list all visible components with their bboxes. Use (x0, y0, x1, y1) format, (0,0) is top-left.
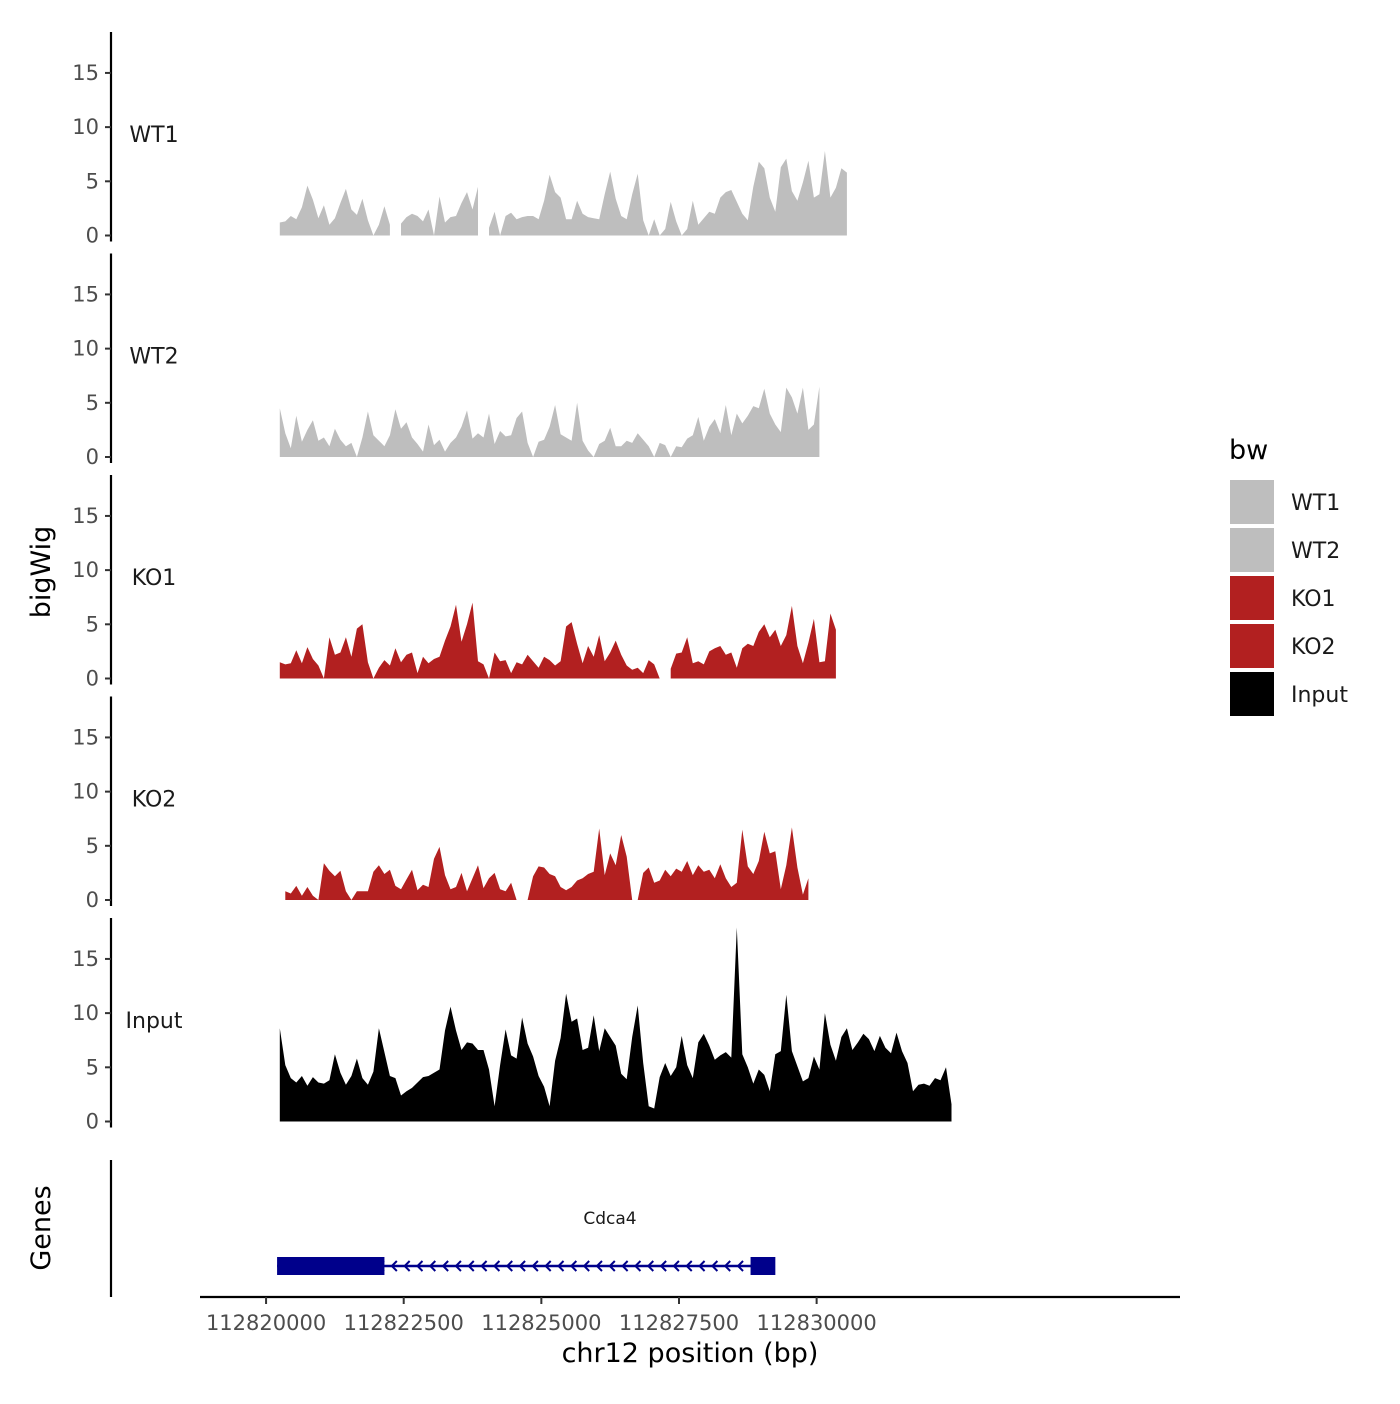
y-tick-label: 5 (86, 834, 99, 858)
legend-key-ko1 (1230, 576, 1274, 620)
y-tick-label: 5 (86, 1055, 99, 1079)
strand-chevron (428, 1260, 437, 1272)
legend-label-wt2: WT2 (1291, 539, 1340, 564)
strand-chevron (403, 1260, 411, 1272)
coverage-area-wt1 (279, 185, 390, 236)
strand-chevron (441, 1260, 449, 1272)
track-input: 0 5 10 15 Input (72, 918, 952, 1134)
legend-key-wt2 (1230, 528, 1274, 572)
legend-label-ko2: KO2 (1291, 635, 1336, 660)
coverage-area-ko2 (285, 846, 517, 900)
x-tick-label: 112830000 (757, 1311, 877, 1335)
coverage-area-input (279, 927, 952, 1122)
strand-chevron (557, 1260, 565, 1272)
track-ko1: 0 5 10 15 KO1 (72, 475, 836, 691)
track-label-ko1: KO1 (132, 566, 177, 591)
legend-key-wt1 (1230, 480, 1274, 524)
legend-key-input (1230, 672, 1274, 716)
track-wt1: 0 5 10 15 WT1 (72, 32, 847, 248)
genes-layer: Cdca4 (109, 1160, 776, 1297)
y-tick-label: 5 (86, 612, 99, 636)
track-label-wt2: WT2 (129, 345, 178, 370)
coverage-area-wt1 (401, 186, 478, 236)
track-label-input: Input (126, 1009, 183, 1034)
x-tick-label: 112825000 (481, 1311, 601, 1335)
coverage-area-wt2 (279, 386, 820, 457)
strand-chevron (390, 1260, 398, 1272)
gene-label: Cdca4 (583, 1209, 636, 1229)
coverage-area-ko1 (279, 602, 660, 679)
track-wt2: 0 5 10 15 WT2 (72, 253, 820, 469)
legend-label-wt1: WT1 (1291, 491, 1340, 516)
strand-chevron (505, 1260, 513, 1272)
strand-chevron (736, 1260, 744, 1272)
strand-chevron (723, 1260, 731, 1272)
x-tick-label: 112822500 (344, 1311, 464, 1335)
tracks-layer: 0 5 10 15 WT1 0 5 10 15 WT2 0 5 10 15 KO1 0 5 10 15 KO2 0 5 10… (72, 32, 952, 1134)
strand-chevron (531, 1260, 539, 1272)
y-tick-label: 0 (86, 888, 99, 912)
y-tick-label: 10 (72, 115, 99, 139)
track-ko2: 0 5 10 15 KO2 (72, 696, 809, 912)
legend-key-ko2 (1230, 624, 1274, 668)
strand-chevron (685, 1260, 693, 1272)
y-tick-label: 0 (86, 445, 99, 469)
strand-chevron (416, 1260, 424, 1272)
strand-chevron (518, 1260, 526, 1272)
strand-chevron (710, 1260, 719, 1272)
strand-chevron (492, 1260, 501, 1272)
gene-cdca4: Cdca4 (277, 1209, 776, 1275)
strand-chevron (608, 1260, 616, 1272)
gene-exon (277, 1257, 385, 1275)
strand-chevron (595, 1260, 603, 1272)
strand-chevron (569, 1260, 578, 1272)
strand-chevron (634, 1260, 642, 1272)
legend: bw WT1 WT2 KO1 KO2 Input (1229, 435, 1348, 716)
legend-label-input: Input (1291, 683, 1348, 708)
y-axis-title-genes: Genes (26, 1185, 57, 1270)
y-tick-label: 0 (86, 224, 99, 248)
gene-exon (750, 1257, 776, 1275)
strand-chevron (544, 1260, 552, 1272)
legend-label-ko1: KO1 (1291, 587, 1336, 612)
y-tick-label: 10 (72, 337, 99, 361)
track-label-ko2: KO2 (132, 788, 177, 813)
y-tick-label: 15 (72, 504, 99, 528)
strand-chevron (480, 1260, 488, 1272)
strand-chevron (621, 1260, 629, 1272)
coverage-area-ko2 (527, 827, 809, 900)
x-axis: 112820000 112822500 112825000 112827500 1128… (200, 1295, 1180, 1335)
x-tick-label: 112820000 (206, 1311, 326, 1335)
y-tick-label: 10 (72, 558, 99, 582)
strand-chevron (582, 1260, 590, 1272)
legend-title: bw (1229, 435, 1268, 466)
y-tick-label: 5 (86, 169, 99, 193)
strand-chevron (698, 1260, 706, 1272)
track-label-wt1: WT1 (129, 123, 178, 148)
y-axis-title-bigwig: bigWig (26, 526, 57, 619)
x-axis-title: chr12 position (bp) (562, 1338, 819, 1369)
y-tick-label: 15 (72, 61, 99, 85)
strand-chevron (454, 1260, 462, 1272)
y-tick-label: 0 (86, 667, 99, 691)
y-tick-label: 10 (72, 1001, 99, 1025)
strand-chevron (672, 1260, 680, 1272)
y-tick-label: 5 (86, 391, 99, 415)
strand-chevron (646, 1260, 654, 1272)
coverage-area-ko1 (670, 605, 836, 679)
coverage-area-wt1 (489, 151, 847, 236)
x-tick-label: 112827500 (619, 1311, 739, 1335)
y-tick-label: 15 (72, 947, 99, 971)
y-tick-label: 10 (72, 780, 99, 804)
strand-chevron (467, 1260, 475, 1272)
strand-chevron (659, 1260, 667, 1272)
y-tick-label: 15 (72, 282, 99, 306)
y-tick-label: 15 (72, 725, 99, 749)
y-tick-label: 0 (86, 1110, 99, 1134)
